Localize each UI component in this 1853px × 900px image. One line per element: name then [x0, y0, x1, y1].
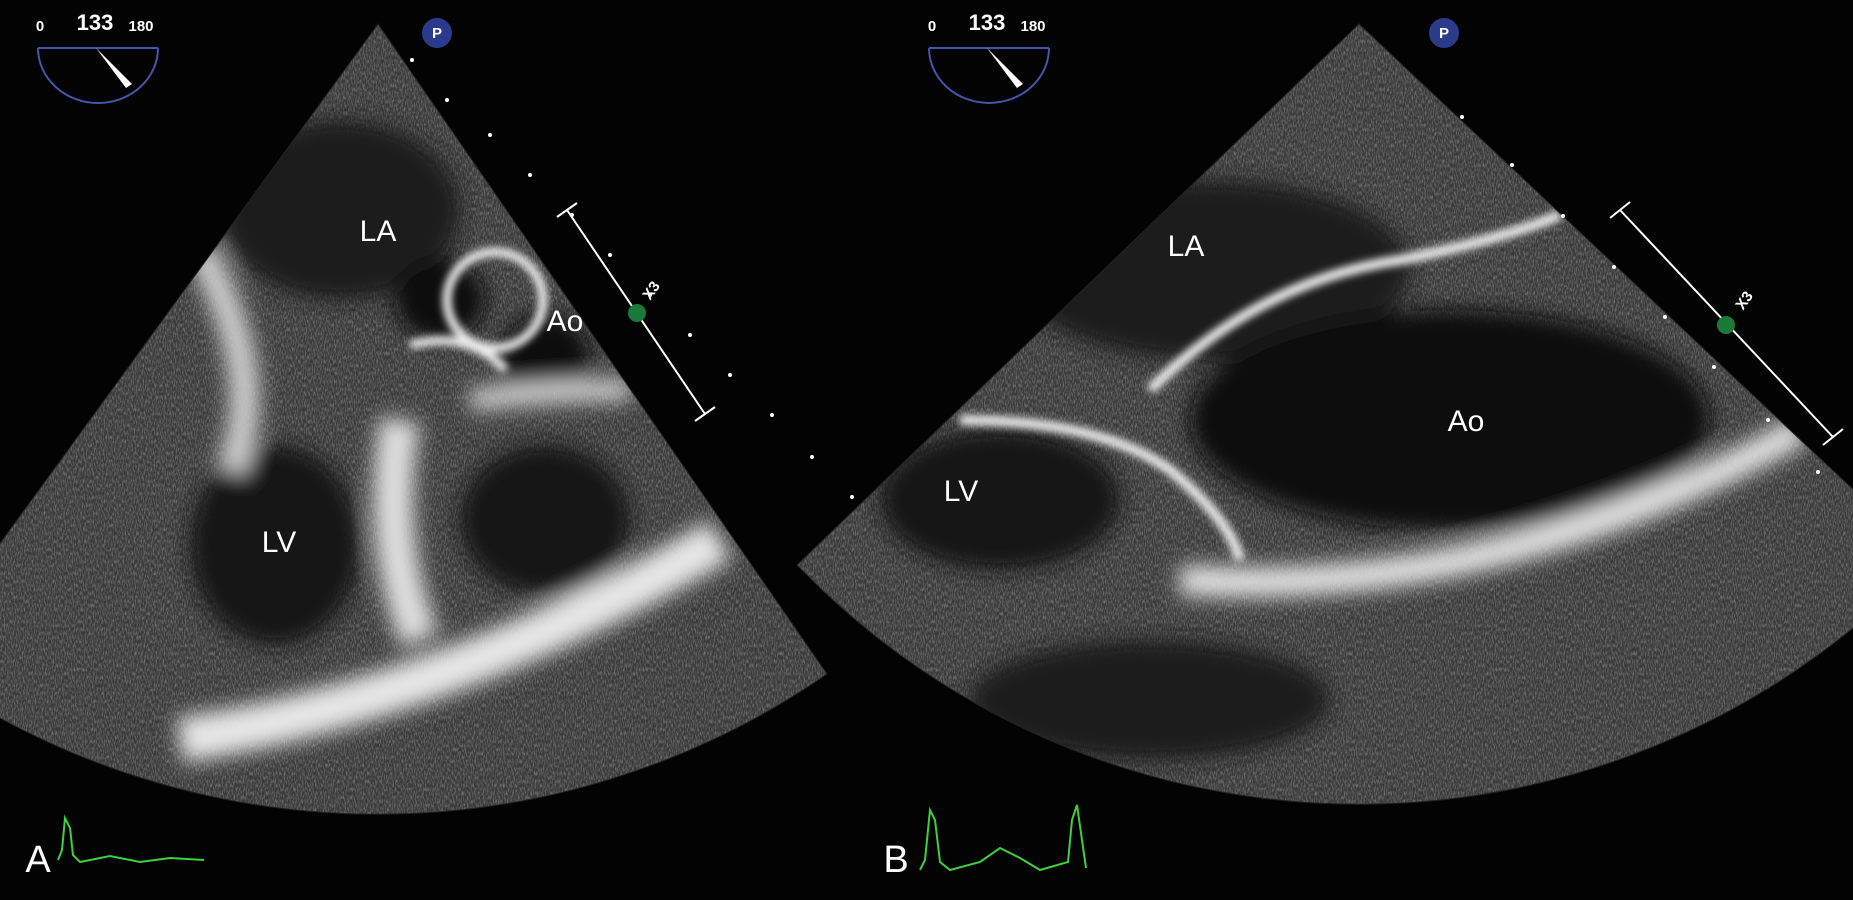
- angle-max: 180: [1020, 18, 1045, 35]
- panel-label: B: [883, 839, 908, 881]
- focus-marker: [1717, 316, 1735, 334]
- ecg-trace: [919, 804, 1087, 872]
- structure-label: LA: [1168, 230, 1205, 263]
- probe-icon-label: P: [1439, 25, 1449, 42]
- panel-label: A: [25, 839, 51, 881]
- angle-min: 0: [928, 18, 936, 35]
- probe-icon: [1429, 18, 1459, 48]
- sector-outline: [796, 23, 1853, 805]
- angle-dial: [37, 47, 159, 104]
- focus-marker: [628, 304, 646, 322]
- depth-dots: [410, 58, 854, 499]
- structure-label: LV: [262, 526, 296, 559]
- structure-label: LV: [944, 475, 978, 508]
- ecg-trace: [57, 814, 205, 864]
- angle: 133: [77, 10, 114, 35]
- angle-max: 180: [128, 18, 153, 35]
- structure-label: Ao: [547, 305, 584, 338]
- depth-dots: [1460, 115, 1820, 474]
- structure-label: Ao: [1448, 405, 1485, 438]
- structure-label: LA: [360, 215, 397, 248]
- probe-icon-label: P: [432, 25, 442, 42]
- angle-dial: [928, 47, 1050, 104]
- sector-outline: [0, 23, 828, 815]
- angle: 133: [969, 10, 1006, 35]
- probe-icon: [422, 18, 452, 48]
- angle-min: 0: [36, 18, 44, 35]
- angle-needle: [96, 48, 132, 88]
- angle-needle: [987, 48, 1023, 88]
